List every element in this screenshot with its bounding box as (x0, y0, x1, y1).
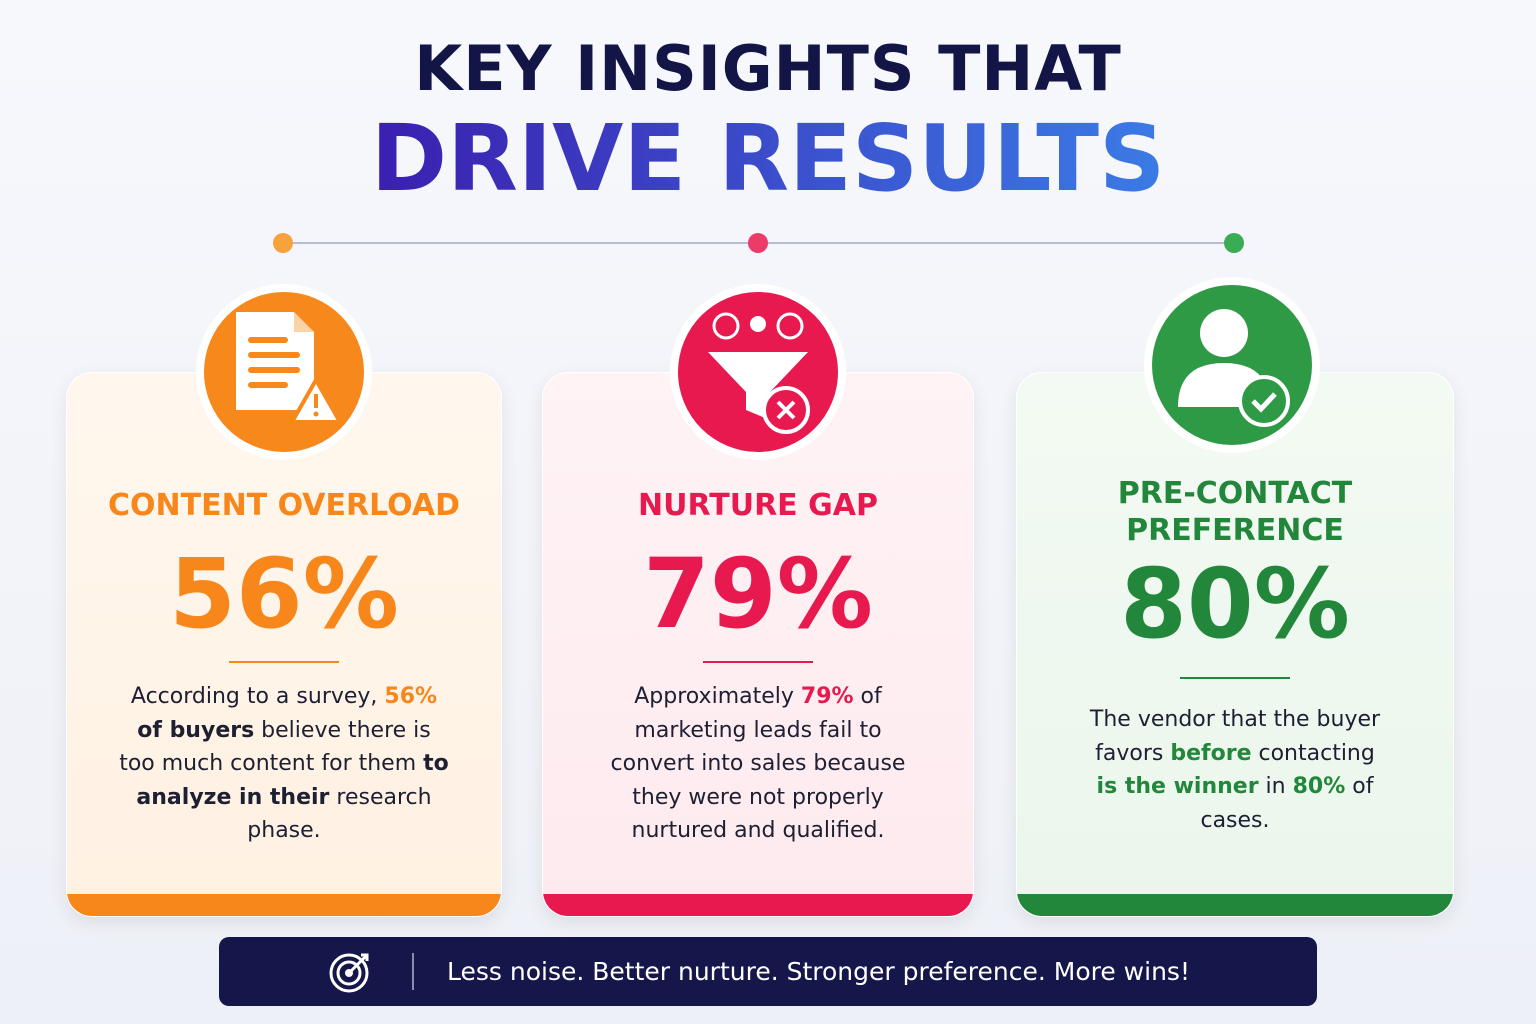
icon-user (1144, 277, 1320, 453)
card-title: CONTENT OVERLOAD (67, 487, 501, 524)
description-segment: of buyers (137, 717, 255, 743)
card-bar (67, 894, 501, 916)
target-icon (329, 953, 369, 993)
description-segment: According to a survey, (130, 684, 385, 709)
card-rule (229, 661, 339, 663)
description-segment: 80% (1292, 774, 1346, 799)
title-line1: KEY INSIGHTS THAT (414, 32, 1122, 105)
title-line2: DRIVE RESULTS (0, 105, 1536, 212)
description-segment: 56% (384, 684, 438, 709)
card-rule (703, 661, 813, 663)
description-segment: of marketing leads fail to convert into … (610, 684, 906, 843)
description-segment: The vendor that the buyer favors (1089, 707, 1381, 766)
footer: Less noise. Better nurture. Stronger pre… (219, 937, 1317, 1006)
card: PRE-CONTACT PREFERENCE 80% The vendor that … (1016, 372, 1454, 917)
description-segment: before (1170, 740, 1252, 766)
card-title-line: NURTURE GAP (638, 488, 878, 523)
card-bar (543, 894, 973, 916)
icon-document (196, 284, 372, 460)
footer-text: Less noise. Better nurture. Stronger pre… (447, 957, 1190, 986)
card-stat: 56% (169, 538, 399, 650)
card-title-line: PREFERENCE (1126, 513, 1344, 548)
card-title-line: PRE-CONTACT (1117, 476, 1353, 511)
card-rule (1180, 677, 1290, 679)
description-segment: research phase. (247, 784, 432, 844)
card-description: According to a survey, 56% of buyers bel… (119, 680, 449, 848)
description-segment: 79% (800, 684, 854, 709)
card-stat: 79% (643, 538, 873, 650)
title-line2-text: DRIVE RESULTS (370, 105, 1166, 212)
description-segment: is the winner (1096, 774, 1259, 799)
description-segment: believe there is too much content for th… (119, 717, 431, 777)
description-segment: contacting (1251, 740, 1375, 766)
description-segment: in (1258, 774, 1293, 799)
card-description: The vendor that the buyer favors before … (1085, 703, 1385, 837)
description-segment: to analyze in their (136, 751, 449, 810)
card-title: NURTURE GAP (543, 487, 973, 524)
card-title-line: CONTENT OVERLOAD (108, 488, 460, 523)
card-description: Approximately 79% of marketing leads fai… (593, 680, 923, 848)
divider (412, 953, 414, 990)
card: NURTURE GAP 79% Approximately 79% of marke… (542, 372, 974, 917)
description-segment: of cases. (1200, 774, 1374, 833)
card-bar (1017, 894, 1453, 916)
card: CONTENT OVERLOAD 56% According to a survey… (66, 372, 502, 917)
timeline (273, 233, 1244, 253)
card-stat: 80% (1120, 548, 1350, 660)
description-segment: Approximately (634, 684, 801, 709)
icon-funnel (670, 284, 846, 460)
card-title: PRE-CONTACT PREFERENCE (1017, 475, 1453, 549)
